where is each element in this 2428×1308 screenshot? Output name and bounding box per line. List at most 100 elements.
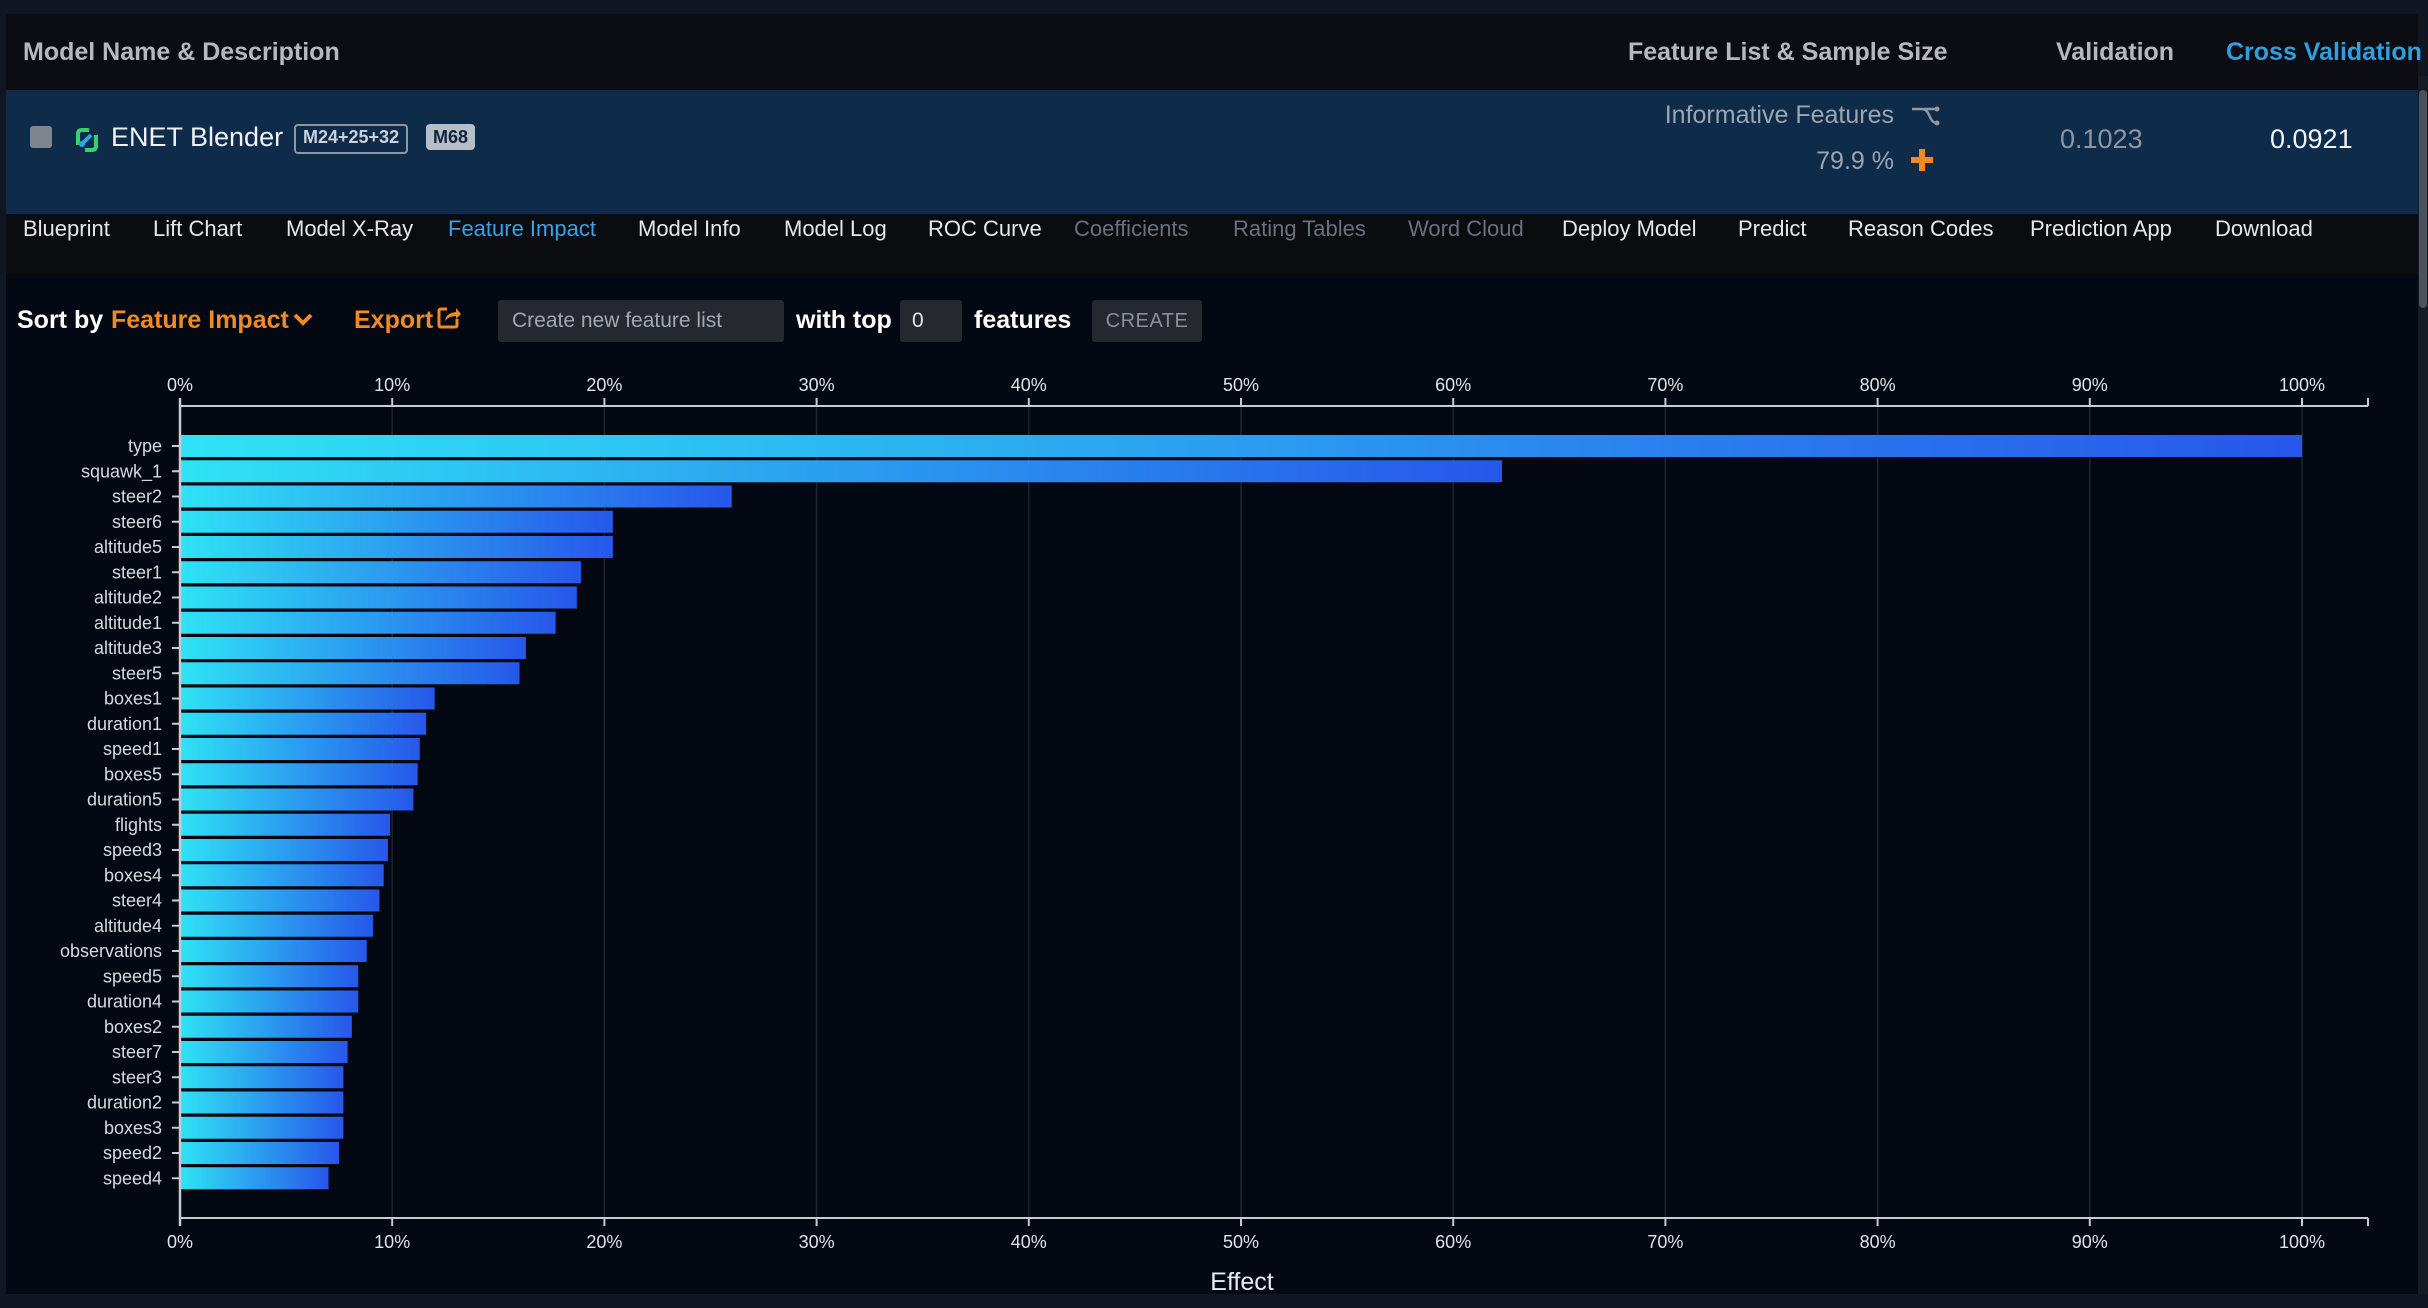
impact-bar[interactable]: [180, 662, 520, 685]
impact-bar[interactable]: [180, 1066, 344, 1089]
impact-bar[interactable]: [180, 561, 582, 584]
blend-models-badge: M24+25+32: [294, 124, 409, 154]
feature-label: steer6: [112, 512, 162, 532]
tab-deploy-model[interactable]: Deploy Model: [1562, 216, 1697, 241]
tab-model-info[interactable]: Model Info: [638, 216, 741, 241]
impact-bar[interactable]: [180, 1142, 340, 1164]
impact-bar[interactable]: [180, 1116, 344, 1139]
impact-bar[interactable]: [180, 1015, 352, 1038]
model-name[interactable]: ENET Blender: [111, 122, 284, 152]
impact-bar[interactable]: [180, 1041, 348, 1063]
export-icon[interactable]: [436, 304, 462, 330]
tab-roc-curve[interactable]: ROC Curve: [928, 216, 1042, 241]
feature-label: steer2: [112, 487, 162, 507]
impact-bar[interactable]: [180, 510, 613, 533]
tab-lift-chart[interactable]: Lift Chart: [153, 216, 243, 241]
impact-bar[interactable]: [180, 536, 613, 558]
tab-model-log[interactable]: Model Log: [784, 216, 887, 241]
x-tick-label-bottom: 40%: [1011, 1232, 1047, 1252]
feature-label: speed3: [103, 840, 162, 860]
impact-bar[interactable]: [180, 611, 556, 634]
impact-bar[interactable]: [180, 864, 384, 887]
x-tick-label-top: 50%: [1223, 375, 1259, 395]
tab-rating-tables[interactable]: Rating Tables: [1233, 216, 1366, 241]
x-tick-label-top: 60%: [1435, 375, 1471, 395]
model-panel: Model Name & Description Feature List & …: [6, 14, 2422, 1294]
impact-bar[interactable]: [180, 1091, 344, 1114]
feature-list-name[interactable]: Informative Features: [1664, 101, 1894, 129]
tab-predict[interactable]: Predict: [1738, 216, 1807, 241]
tab-download[interactable]: Download: [2215, 216, 2313, 241]
tab-feature-impact[interactable]: Feature Impact: [448, 216, 596, 241]
create-feature-list-button[interactable]: CREATE: [1092, 300, 1202, 342]
impact-bar[interactable]: [180, 940, 367, 962]
impact-bar[interactable]: [180, 637, 526, 659]
feature-label: speed1: [103, 739, 162, 759]
tab-coefficients[interactable]: Coefficients: [1074, 216, 1189, 241]
add-sample-size-plus-icon[interactable]: [1910, 148, 1934, 172]
sort-by-label: Sort by: [17, 306, 104, 334]
feature-label: speed2: [103, 1143, 162, 1163]
feature-label: steer7: [112, 1042, 162, 1062]
impact-bar[interactable]: [180, 460, 1503, 483]
validation-score: 0.1023: [2060, 124, 2143, 154]
impact-bar[interactable]: [180, 586, 577, 609]
x-tick-label-bottom: 0%: [167, 1232, 193, 1252]
x-tick-label-top: 90%: [2072, 375, 2108, 395]
feature-label: altitude2: [94, 588, 162, 608]
tab-word-cloud[interactable]: Word Cloud: [1408, 216, 1524, 241]
tab-model-x-ray[interactable]: Model X-Ray: [286, 216, 414, 241]
impact-bar[interactable]: [180, 763, 418, 786]
impact-bar[interactable]: [180, 1167, 329, 1190]
x-tick-label-bottom: 70%: [1647, 1232, 1683, 1252]
feature-label: speed5: [103, 966, 162, 986]
blender-icon: [76, 128, 98, 152]
x-tick-label-bottom: 10%: [374, 1232, 410, 1252]
model-row[interactable]: [6, 90, 2418, 214]
x-tick-label-top: 40%: [1011, 375, 1047, 395]
impact-bar[interactable]: [180, 813, 391, 836]
cross-validation-column-header[interactable]: Cross Validation: [2226, 38, 2422, 66]
impact-bar[interactable]: [180, 889, 380, 912]
feature-label: squawk_1: [81, 461, 162, 482]
x-tick-label-bottom: 50%: [1223, 1232, 1259, 1252]
tab-prediction-app[interactable]: Prediction App: [2030, 216, 2172, 241]
scrollbar-thumb[interactable]: [2419, 90, 2427, 308]
feature-label: steer4: [112, 891, 162, 911]
model-select-checkbox[interactable]: [30, 126, 52, 148]
model-tab-bar: [6, 214, 2418, 274]
x-tick-label-top: 30%: [799, 375, 835, 395]
impact-bar[interactable]: [180, 965, 359, 988]
export-button[interactable]: Export: [354, 306, 434, 334]
model-name-column-header[interactable]: Model Name & Description: [23, 38, 340, 66]
impact-bar[interactable]: [180, 485, 732, 508]
feature-label: duration4: [87, 992, 162, 1012]
tab-blueprint[interactable]: Blueprint: [23, 216, 110, 241]
impact-bar[interactable]: [180, 990, 359, 1013]
new-feature-list-input[interactable]: [498, 300, 784, 342]
impact-bar[interactable]: [180, 712, 427, 735]
leaderboard-header: Model Name & Description Feature List & …: [6, 14, 2422, 92]
tab-reason-codes[interactable]: Reason Codes: [1848, 216, 1994, 241]
features-label: features: [974, 306, 1072, 334]
feature-label: boxes3: [104, 1118, 162, 1138]
feature-label: duration5: [87, 790, 162, 810]
impact-bar[interactable]: [180, 839, 388, 861]
scrollbar-track[interactable]: [2418, 76, 2428, 1294]
impact-bar[interactable]: [180, 788, 414, 811]
feature-list-branch-icon[interactable]: [1910, 104, 1940, 128]
impact-bar[interactable]: [180, 435, 2302, 457]
feature-label: duration2: [87, 1093, 162, 1113]
sort-by-dropdown[interactable]: Feature Impact: [111, 306, 289, 334]
chevron-down-icon[interactable]: [292, 312, 314, 328]
feature-list-column-header[interactable]: Feature List & Sample Size: [1628, 38, 1948, 66]
x-tick-label-bottom: 90%: [2072, 1232, 2108, 1252]
x-tick-label-top: 80%: [1860, 375, 1896, 395]
impact-bar[interactable]: [180, 914, 374, 937]
feature-label: boxes2: [104, 1017, 162, 1037]
impact-bar[interactable]: [180, 687, 435, 710]
x-tick-label-bottom: 100%: [2279, 1232, 2325, 1252]
validation-column-header[interactable]: Validation: [2056, 38, 2175, 66]
impact-bar[interactable]: [180, 738, 420, 760]
top-n-features-input[interactable]: [900, 300, 962, 342]
